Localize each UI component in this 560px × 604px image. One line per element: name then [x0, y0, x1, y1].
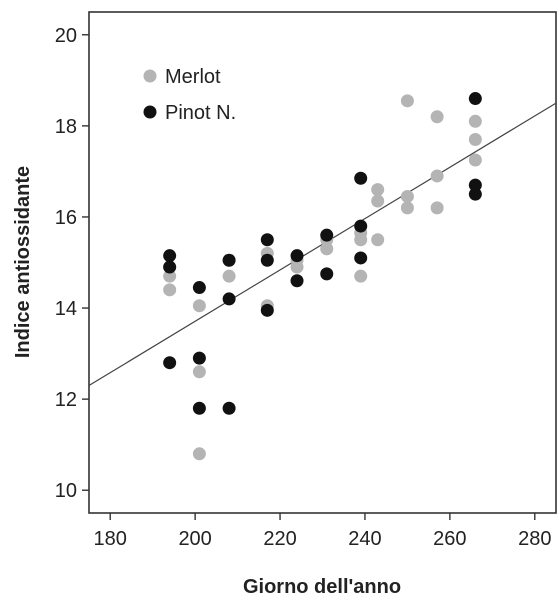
point-merlot [371, 183, 385, 197]
point-pinot [354, 219, 368, 233]
y-tick-label: 14 [55, 298, 77, 320]
point-pinot [468, 92, 482, 106]
point-pinot [163, 249, 177, 263]
point-pinot [260, 253, 274, 267]
y-tick-label: 20 [55, 25, 77, 47]
x-tick-label: 220 [263, 528, 296, 550]
point-merlot [400, 94, 414, 108]
point-merlot [430, 169, 444, 183]
point-merlot [354, 269, 368, 283]
point-merlot [163, 283, 177, 297]
point-pinot [290, 249, 304, 263]
point-merlot [430, 110, 444, 124]
point-pinot [163, 356, 177, 370]
legend-label-merlot: Merlot [165, 66, 221, 88]
point-merlot [163, 269, 177, 283]
point-pinot [354, 251, 368, 265]
point-merlot [192, 365, 206, 379]
point-pinot [260, 303, 274, 317]
point-pinot [320, 267, 334, 281]
point-pinot [192, 401, 206, 415]
point-merlot [192, 447, 206, 461]
point-pinot [468, 187, 482, 201]
x-tick-label: 280 [518, 528, 551, 550]
point-merlot [222, 269, 236, 283]
y-tick-label: 16 [55, 207, 77, 229]
x-tick-label: 180 [94, 528, 127, 550]
legend-marker-merlot [143, 69, 157, 83]
point-merlot [468, 153, 482, 167]
point-pinot [192, 351, 206, 365]
point-merlot [371, 233, 385, 247]
point-merlot [290, 260, 304, 274]
x-axis-ticks: 180 200 220 240 260 280 [94, 513, 551, 550]
point-pinot [354, 171, 368, 185]
point-pinot [260, 233, 274, 247]
legend-label-pinot: Pinot N. [165, 102, 236, 124]
point-merlot [400, 189, 414, 203]
x-tick-label: 260 [433, 528, 466, 550]
y-tick-label: 10 [55, 480, 77, 502]
point-pinot [192, 281, 206, 295]
data-points [163, 92, 482, 461]
y-tick-label: 12 [55, 389, 77, 411]
point-merlot [468, 114, 482, 128]
plot-frame [88, 11, 557, 514]
legend-marker-pinot [143, 105, 157, 119]
point-pinot [163, 260, 177, 274]
x-axis-title: Giorno dell'anno [243, 576, 401, 598]
legend: Merlot Pinot N. [143, 66, 236, 124]
y-tick-label: 18 [55, 116, 77, 138]
x-tick-label: 200 [178, 528, 211, 550]
point-pinot [320, 228, 334, 242]
point-pinot [290, 274, 304, 288]
point-merlot [371, 194, 385, 208]
point-pinot [222, 401, 236, 415]
point-merlot [400, 201, 414, 215]
point-merlot [430, 201, 444, 215]
point-pinot [222, 253, 236, 267]
y-axis-ticks: 10 12 14 16 18 20 [55, 25, 89, 502]
point-merlot [192, 299, 206, 313]
x-tick-label: 240 [348, 528, 381, 550]
y-axis-title: Indice antiossidante [12, 166, 34, 358]
point-merlot [468, 133, 482, 147]
point-pinot [468, 178, 482, 192]
point-pinot [222, 292, 236, 306]
point-merlot [320, 242, 334, 256]
